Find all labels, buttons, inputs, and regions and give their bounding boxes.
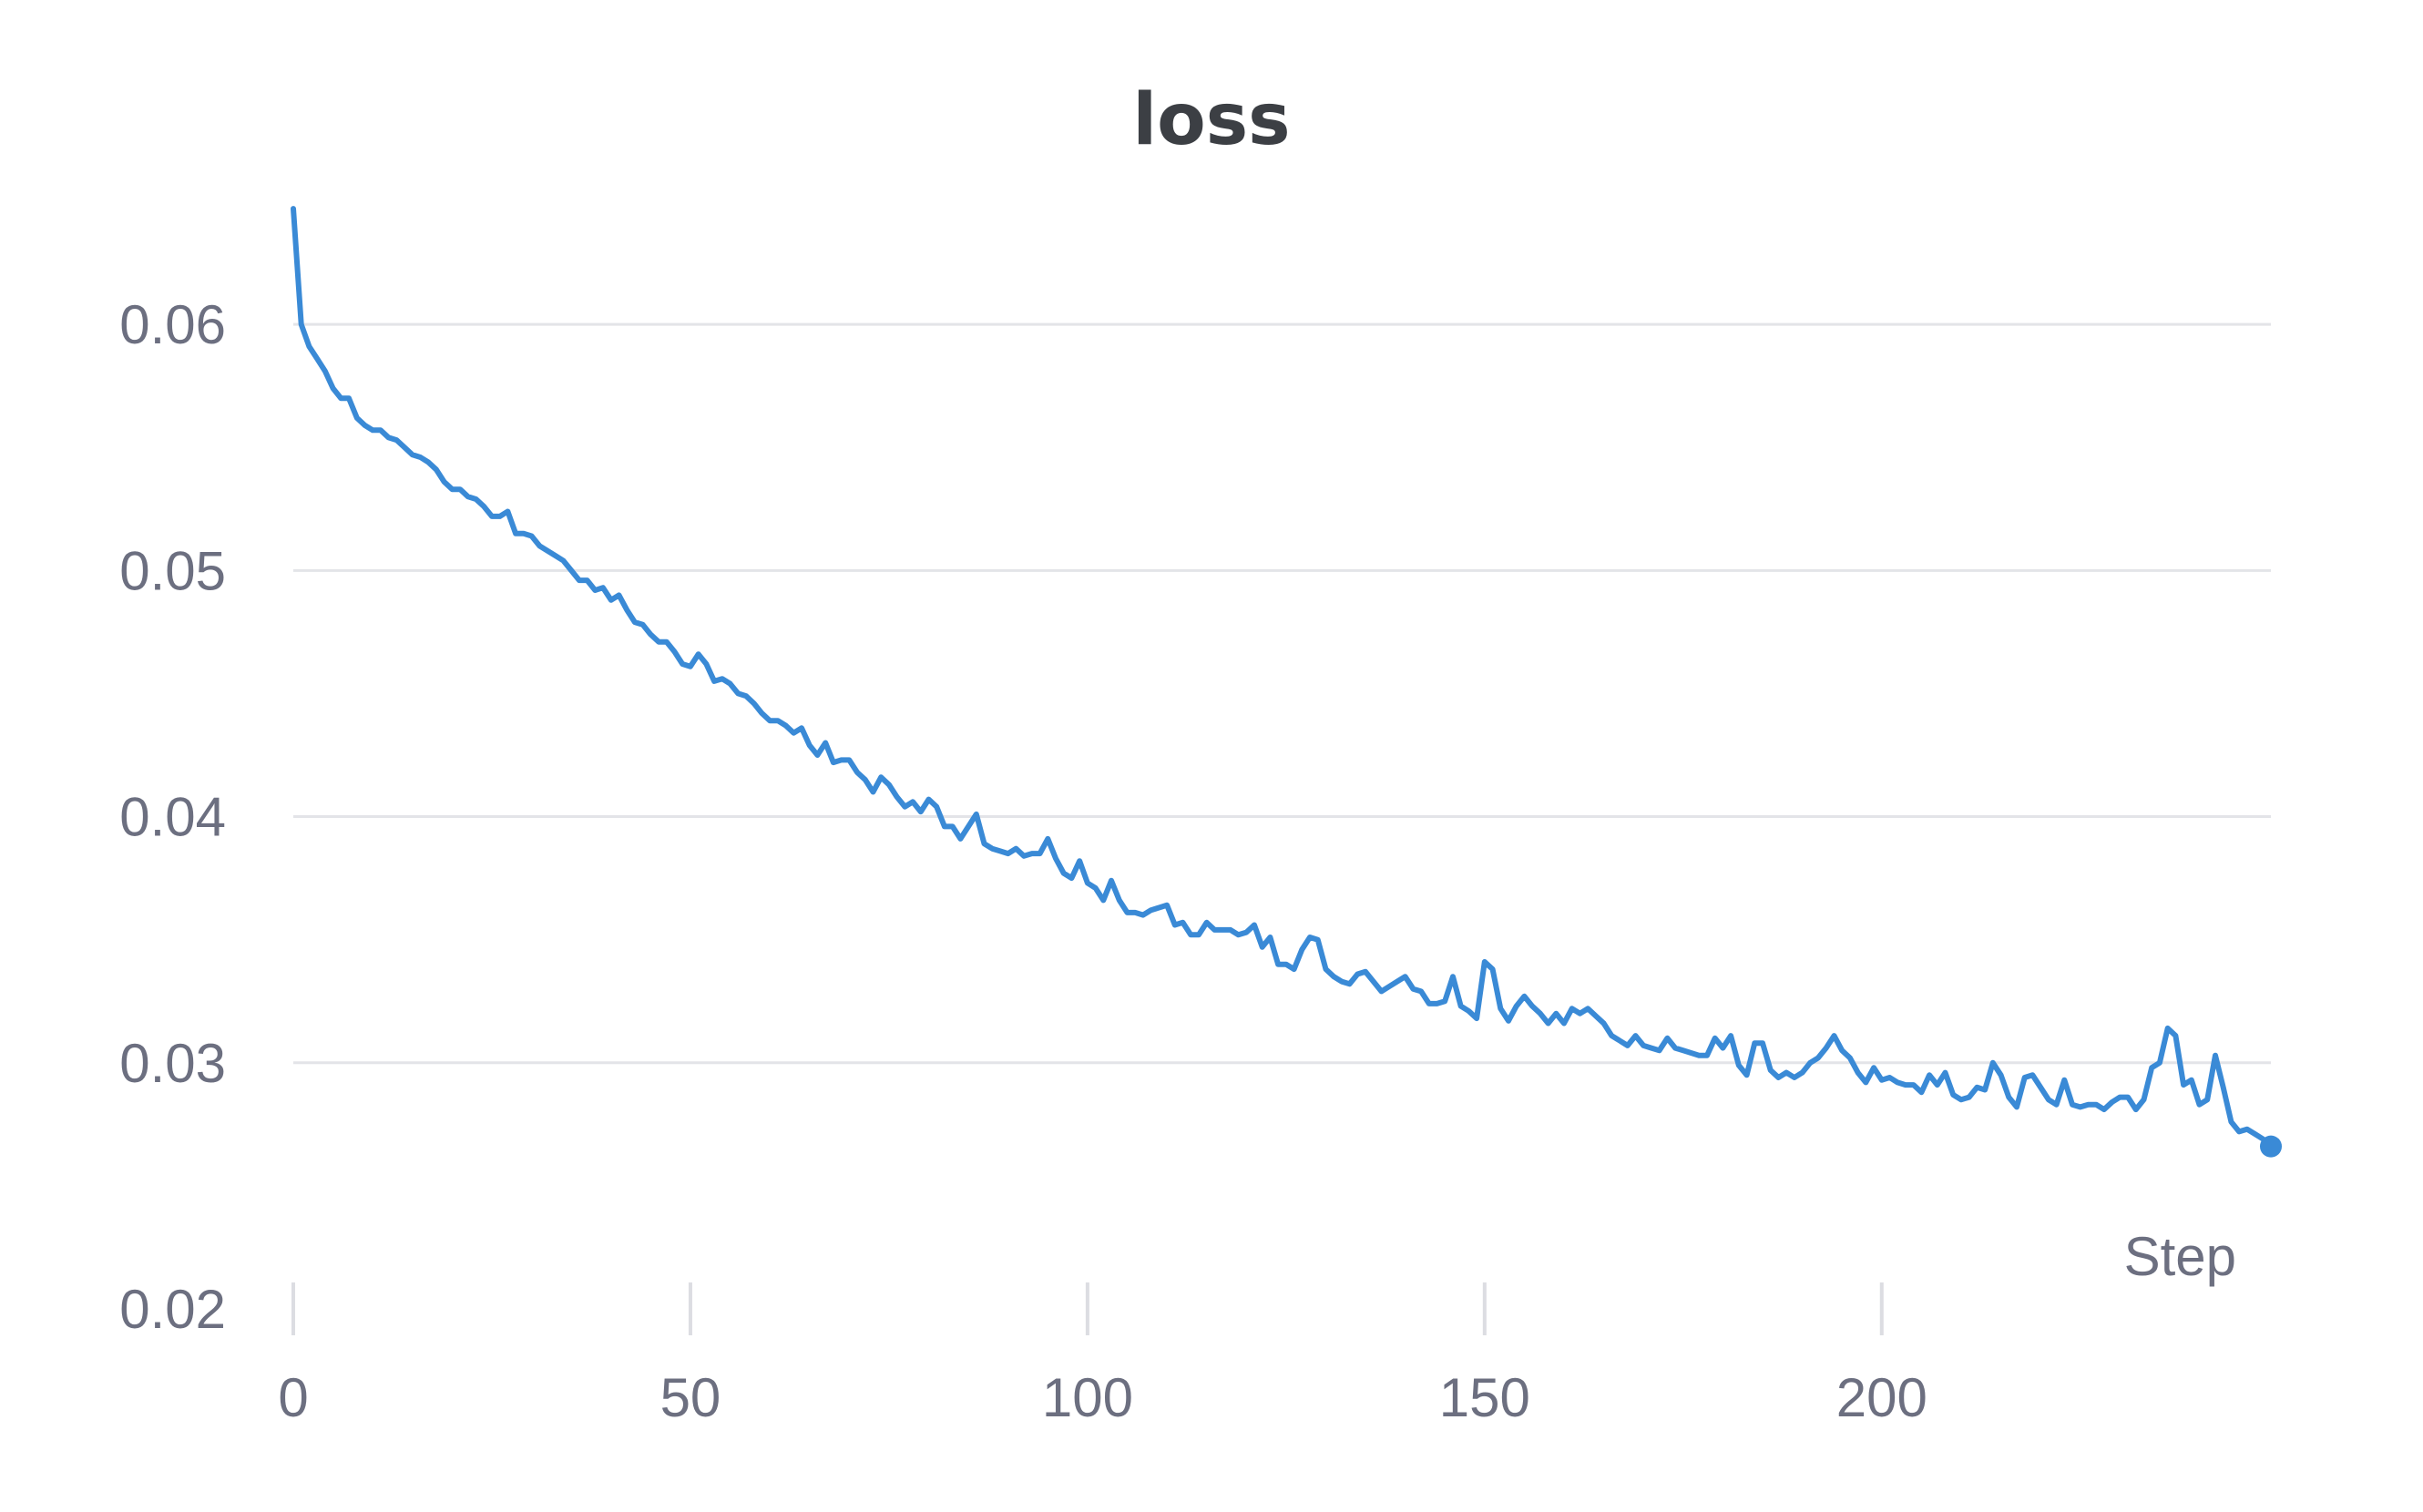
x-tick-label: 100 (1042, 1367, 1133, 1428)
gridlines (293, 322, 2271, 1065)
series-end-point (2260, 1135, 2282, 1158)
y-axis-ticks: 0.02 0.03 0.04 0.05 0.06 (119, 294, 226, 1340)
series-layer (291, 206, 2282, 1158)
x-axis-label: Step (2124, 1226, 2236, 1287)
chart-title: loss (1132, 79, 1290, 161)
x-tick-label: 50 (660, 1367, 721, 1428)
loss-series-line (291, 206, 2274, 1149)
x-axis-ticks: 0 50 100 150 200 (278, 1282, 1927, 1428)
y-tick-label: 0.04 (119, 787, 226, 848)
y-tick-label: 0.02 (119, 1279, 226, 1340)
y-tick-label: 0.05 (119, 540, 226, 601)
x-tick-label: 150 (1439, 1367, 1530, 1428)
y-tick-label: 0.03 (119, 1033, 226, 1094)
x-tick-label: 200 (1836, 1367, 1927, 1428)
x-tick-label: 0 (278, 1367, 308, 1428)
y-tick-label: 0.06 (119, 294, 226, 355)
